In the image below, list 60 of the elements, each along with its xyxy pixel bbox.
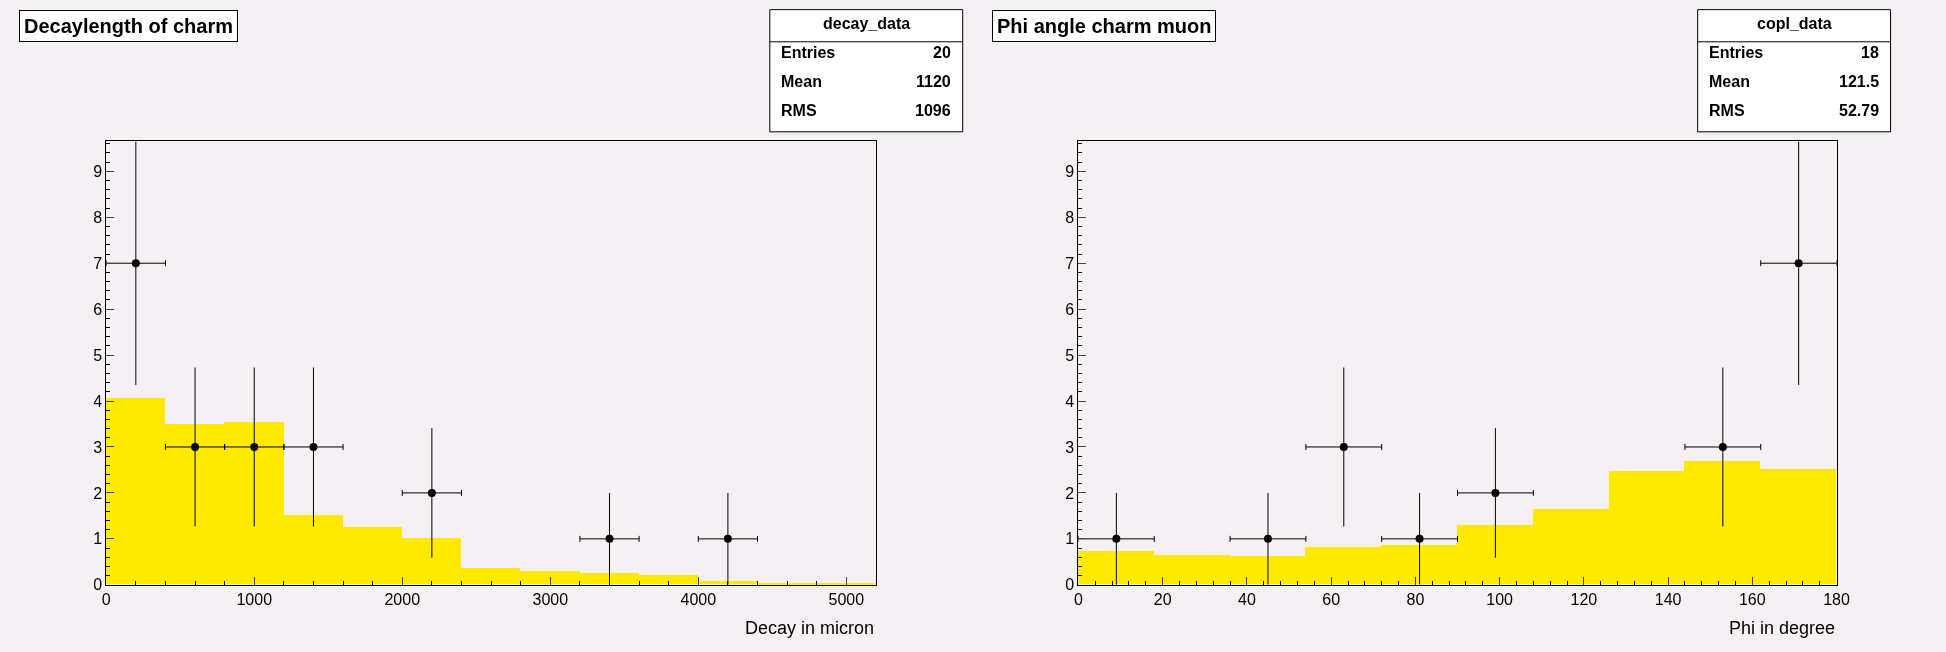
y-tick-label: 1 <box>93 530 103 548</box>
y-tick-label: 4 <box>1065 392 1075 410</box>
text: Entries 18 <box>1709 44 1879 61</box>
point <box>1718 442 1727 451</box>
x-tick-label: 3000 <box>532 591 569 609</box>
y-tick-label: 2 <box>1065 484 1075 502</box>
x-axis-title: Decay in micron <box>745 618 875 638</box>
point <box>1491 488 1500 497</box>
y-tick-label: 3 <box>93 438 103 456</box>
y-tick-label: 5 <box>1065 346 1075 364</box>
y-tick-label: 8 <box>1065 208 1075 226</box>
point <box>605 534 614 543</box>
point <box>427 488 436 497</box>
point <box>1112 534 1121 543</box>
y-tick-label: 0 <box>1065 576 1075 594</box>
text: copl_data <box>1757 15 1832 32</box>
x-tick-label: 100 <box>1486 591 1514 609</box>
x-tick-label: 5000 <box>828 591 865 609</box>
y-tick-label: 9 <box>1065 162 1075 180</box>
x-tick-label: 4000 <box>680 591 717 609</box>
y-tick-label: 6 <box>93 300 103 318</box>
y-tick-label: 0 <box>93 576 103 594</box>
x-tick-label: 60 <box>1322 591 1341 609</box>
point <box>250 442 259 451</box>
text: RMS 1096 <box>781 102 951 119</box>
x-tick-label: 180 <box>1823 591 1850 609</box>
x-tick-label: 1000 <box>236 591 273 609</box>
chart-title: Phi angle charm muon <box>997 15 1212 37</box>
y-tick-label: 7 <box>93 254 103 272</box>
x-axis-title: Phi in degree <box>1729 618 1836 638</box>
point <box>191 442 200 451</box>
point <box>1415 534 1424 543</box>
text: Mean 1120 <box>781 73 951 90</box>
y-tick-label: 8 <box>93 208 103 226</box>
point <box>1794 259 1803 268</box>
y-tick-label: 5 <box>93 346 103 364</box>
point <box>1263 534 1272 543</box>
point <box>1339 442 1348 451</box>
point <box>131 259 140 268</box>
text: decay_data <box>823 15 911 32</box>
x-tick-label: 140 <box>1654 591 1682 609</box>
x-tick-label: 80 <box>1406 591 1425 609</box>
x-tick-label: 40 <box>1238 591 1256 609</box>
y-tick-label: 1 <box>1065 530 1075 548</box>
y-tick-label: 3 <box>1065 438 1075 456</box>
x-tick-label: 2000 <box>384 591 421 609</box>
y-tick-label: 6 <box>1065 300 1075 318</box>
text: RMS 52.79 <box>1709 102 1880 119</box>
chart-title: Decaylength of charm <box>24 15 233 37</box>
y-tick-label: 2 <box>93 484 103 502</box>
x-tick-label: 160 <box>1738 591 1766 609</box>
x-tick-label: 120 <box>1570 591 1598 609</box>
y-tick-label: 7 <box>1065 254 1075 272</box>
text: Mean 121.5 <box>1709 73 1880 90</box>
point <box>309 442 318 451</box>
x-tick-label: 20 <box>1153 591 1172 609</box>
text: Entries 20 <box>781 44 951 61</box>
point <box>723 534 732 543</box>
y-tick-label: 4 <box>93 392 103 410</box>
y-tick-label: 9 <box>93 162 103 180</box>
